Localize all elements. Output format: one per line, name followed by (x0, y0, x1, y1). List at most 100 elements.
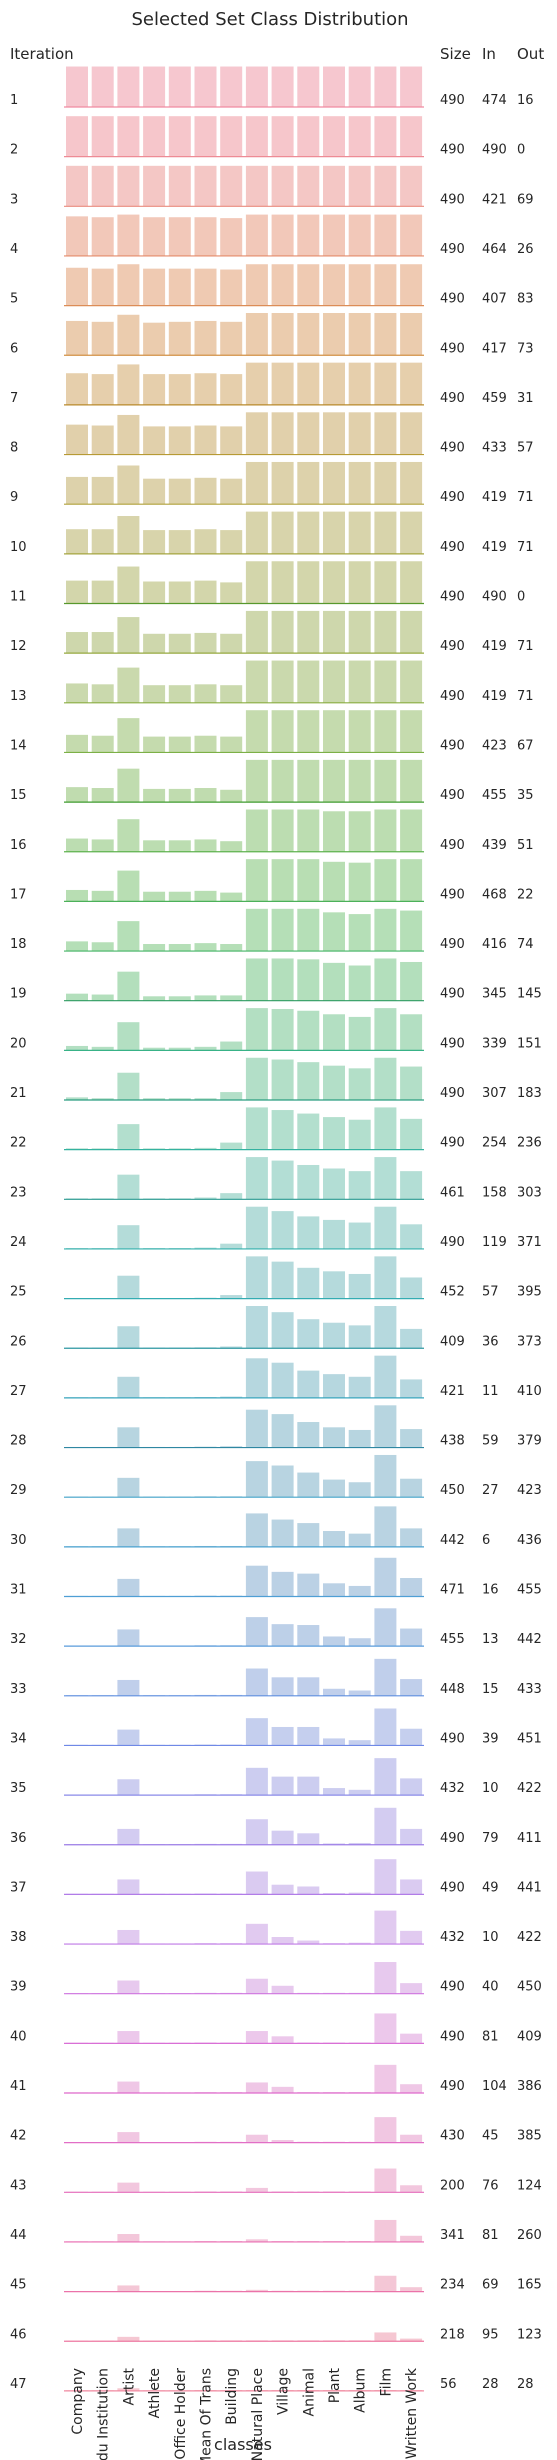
bar-building (220, 892, 243, 902)
bar-building (220, 1346, 243, 1349)
bar-mean-of-trans (194, 580, 217, 604)
bar-plant (323, 165, 345, 207)
bar-edu-institution (91, 1046, 114, 1051)
bar-plant (323, 861, 345, 902)
stat-in: 439 (482, 838, 507, 853)
iteration-row: 23 461 158 303 (10, 1157, 542, 1200)
bar-film (374, 1306, 397, 1349)
bar-athlete (143, 685, 166, 703)
stat-size: 341 (440, 2228, 465, 2243)
bar-artist (117, 2031, 140, 2044)
bar-animal (297, 1776, 320, 1796)
bar-athlete (143, 788, 166, 803)
bar-film (374, 66, 397, 107)
stat-out: 22 (517, 887, 534, 902)
bar-edu-institution (91, 165, 114, 207)
bar-office-holder (168, 1148, 191, 1150)
stat-out: 371 (517, 1235, 542, 1250)
stat-size: 490 (440, 987, 465, 1002)
bar-mean-of-trans (194, 116, 217, 157)
bar-mean-of-trans (194, 839, 217, 852)
bar-village (271, 859, 294, 902)
bar-film (374, 2064, 397, 2093)
bar-village (271, 1110, 294, 1150)
stat-out: 165 (517, 2278, 542, 2293)
bar-village (271, 66, 294, 107)
iteration-label: 27 (10, 1384, 27, 1399)
bar-artist (117, 718, 140, 753)
iteration-row: 1 490 474 16 (10, 66, 534, 108)
bar-office-holder (168, 685, 191, 703)
stat-size: 490 (440, 1235, 465, 1250)
bar-written-work (400, 1328, 423, 1349)
stat-in: 16 (482, 1583, 499, 1598)
bar-animal (297, 165, 320, 207)
stat-out: 71 (517, 639, 534, 654)
bar-office-holder (168, 66, 191, 107)
bar-film (374, 1708, 397, 1746)
stat-size: 421 (440, 1384, 465, 1399)
bar-building (220, 1041, 243, 1051)
bar-artist (117, 2132, 140, 2143)
bar-natural-place (245, 66, 268, 107)
bar-natural-place (245, 610, 268, 654)
bar-animal (297, 809, 320, 852)
stat-size: 450 (440, 1483, 465, 1498)
bar-animal (297, 1267, 320, 1299)
stat-size: 490 (440, 391, 465, 406)
bar-village (271, 2086, 294, 2093)
bar-album (348, 1533, 371, 1547)
stat-in: 307 (482, 1086, 507, 1101)
bar-natural-place (245, 1157, 268, 1200)
stat-out: 145 (517, 987, 542, 1002)
stat-size: 448 (440, 1682, 465, 1697)
stat-out: 31 (517, 391, 534, 406)
bar-company (66, 580, 88, 604)
bar-company (66, 529, 88, 554)
bar-plant (323, 1322, 345, 1349)
iteration-row: 21 490 307 183 (10, 1057, 542, 1101)
bar-animal (297, 1625, 320, 1647)
bar-village (271, 214, 294, 256)
bar-edu-institution (91, 788, 114, 803)
stat-size: 490 (440, 590, 465, 605)
bar-album (348, 1892, 371, 1895)
bar-athlete (143, 633, 166, 654)
bar-natural-place (245, 710, 268, 753)
bar-natural-place (245, 1513, 268, 1547)
iteration-label: 20 (10, 1036, 27, 1051)
bar-album (348, 862, 371, 902)
bar-artist (117, 1427, 140, 1448)
iteration-row: 19 490 345 145 (10, 958, 542, 1002)
bar-artist (117, 1326, 140, 1349)
bar-film (374, 1859, 397, 1895)
bar-album (348, 561, 371, 604)
bar-film (374, 116, 397, 157)
bar-edu-institution (91, 529, 114, 554)
iteration-label: 44 (10, 2228, 27, 2243)
bar-plant (323, 1014, 345, 1051)
bar-artist (117, 1980, 140, 1994)
bar-film (374, 1807, 397, 1845)
iteration-label: 22 (10, 1136, 27, 1151)
iteration-label: 47 (10, 2377, 27, 2392)
stat-in: 57 (482, 1285, 499, 1300)
bar-plant (323, 313, 345, 356)
bar-natural-place (245, 313, 268, 356)
bar-album (348, 116, 371, 157)
bar-building (220, 789, 243, 803)
bar-written-work (400, 1379, 423, 1398)
bar-building (220, 582, 243, 604)
bar-album (348, 214, 371, 256)
stat-size: 438 (440, 1434, 465, 1449)
bar-village (271, 660, 294, 703)
iteration-label: 32 (10, 1632, 27, 1647)
iteration-row: 6 490 417 73 (10, 313, 534, 356)
bar-film (374, 809, 397, 852)
bar-film (374, 511, 397, 554)
bar-film (374, 759, 397, 803)
bar-village (271, 1465, 294, 1498)
stat-in: 419 (482, 689, 507, 704)
bar-office-holder (168, 996, 191, 1001)
stat-out: 35 (517, 788, 534, 803)
